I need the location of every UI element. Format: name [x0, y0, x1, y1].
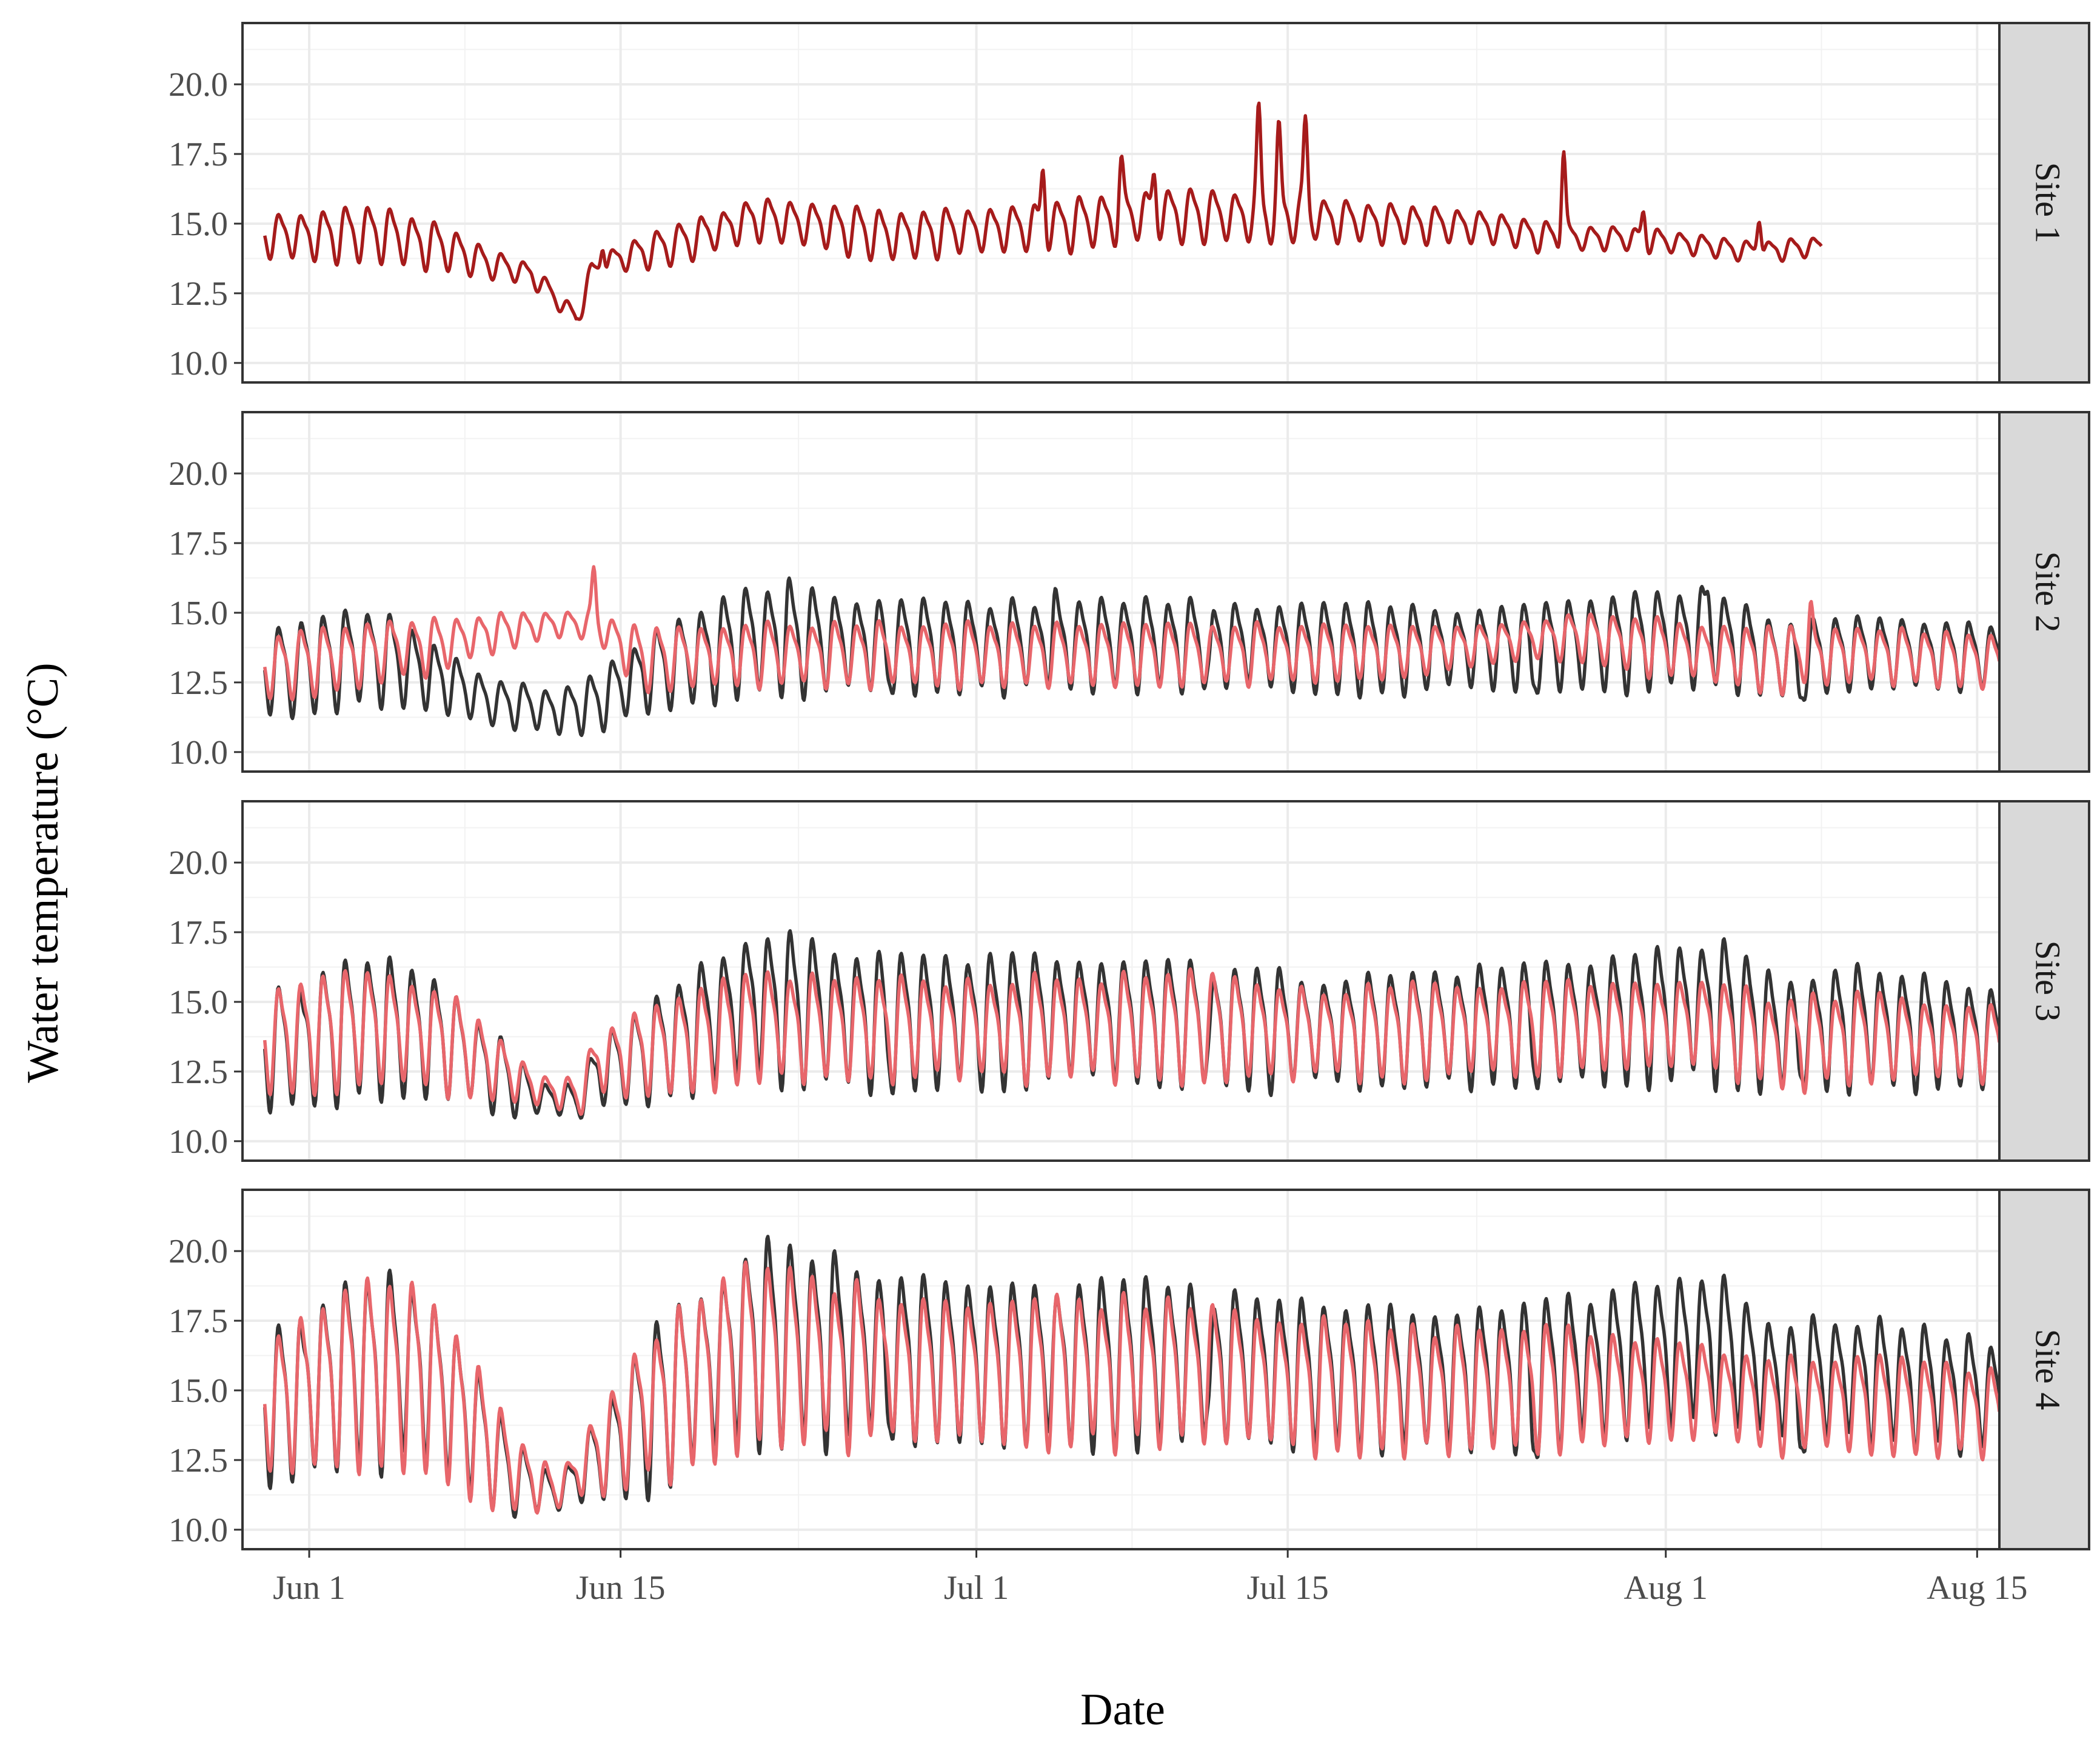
facet-strip-label: Site 4	[2028, 1329, 2068, 1410]
facet-panel: 10.0 12.5 15.0 17.5 20.0 Site 4	[169, 1189, 2090, 1550]
y-tick-label: 15.0	[169, 205, 228, 243]
facet-panel: 10.0 12.5 15.0 17.5 20.0 Site 1	[169, 22, 2090, 384]
x-tick-label: Aug 1	[1624, 1569, 1708, 1607]
x-tick-label: Aug 15	[1927, 1569, 2027, 1607]
y-tick-label: 20.0	[169, 66, 228, 104]
x-tick-label: Jun 15	[576, 1569, 666, 1607]
y-axis-title: Water temperature (°C)	[18, 662, 68, 1082]
facet-strip-label: Site 1	[2028, 162, 2068, 244]
y-tick-label: 10.0	[169, 1512, 228, 1549]
facet-strip	[1998, 22, 2090, 384]
facet-strip	[1998, 1189, 2090, 1550]
y-tick-label: 20.0	[169, 844, 228, 882]
y-tick-label: 12.5	[169, 275, 228, 313]
y-tick-label: 15.0	[169, 984, 228, 1021]
y-tick-label: 17.5	[169, 914, 228, 952]
facet-panel: 10.0 12.5 15.0 17.5 20.0 Site 2	[169, 411, 2090, 773]
y-tick-label: 17.5	[169, 1303, 228, 1340]
facet-strip	[1998, 800, 2090, 1162]
y-tick-label: 10.0	[169, 1123, 228, 1161]
y-tick-label: 10.0	[169, 345, 228, 382]
series-line-site-1	[263, 101, 1823, 321]
x-tick-label: Jul 15	[1246, 1569, 1328, 1607]
x-tick-label: Jun 1	[273, 1569, 346, 1607]
y-tick-label: 12.5	[169, 1442, 228, 1479]
series-line-red	[262, 565, 2001, 702]
y-tick-label: 15.0	[169, 595, 228, 632]
y-tick-label: 17.5	[169, 525, 228, 562]
y-tick-label: 20.0	[169, 455, 228, 493]
facet-panel: 10.0 12.5 15.0 17.5 20.0 Site 3	[169, 800, 2090, 1162]
panels-layer: 10.0 12.5 15.0 17.5 20.0 Site 1 10.0 12.5 15.0 17…	[169, 22, 2090, 1550]
series-line-red	[262, 1260, 2001, 1515]
y-tick-label: 20.0	[169, 1233, 228, 1270]
x-axis-title: Date	[1080, 1685, 1165, 1735]
facet-strip	[1998, 411, 2090, 773]
y-tick-label: 10.0	[169, 734, 228, 772]
facet-strip-label: Site 2	[2028, 552, 2068, 633]
y-tick-label: 12.5	[169, 664, 228, 702]
facet-strip-label: Site 3	[2028, 941, 2068, 1022]
series-line-red	[262, 967, 2001, 1116]
x-tick-label: Jul 1	[944, 1569, 1009, 1607]
y-tick-label: 15.0	[169, 1372, 228, 1410]
series-line-black	[262, 576, 2001, 738]
y-tick-label: 17.5	[169, 136, 228, 173]
y-tick-label: 12.5	[169, 1053, 228, 1091]
x-axis: Jun 1 Jun 15 Jul 1 Jul 15 Aug 1 Aug 15	[273, 1549, 2028, 1607]
